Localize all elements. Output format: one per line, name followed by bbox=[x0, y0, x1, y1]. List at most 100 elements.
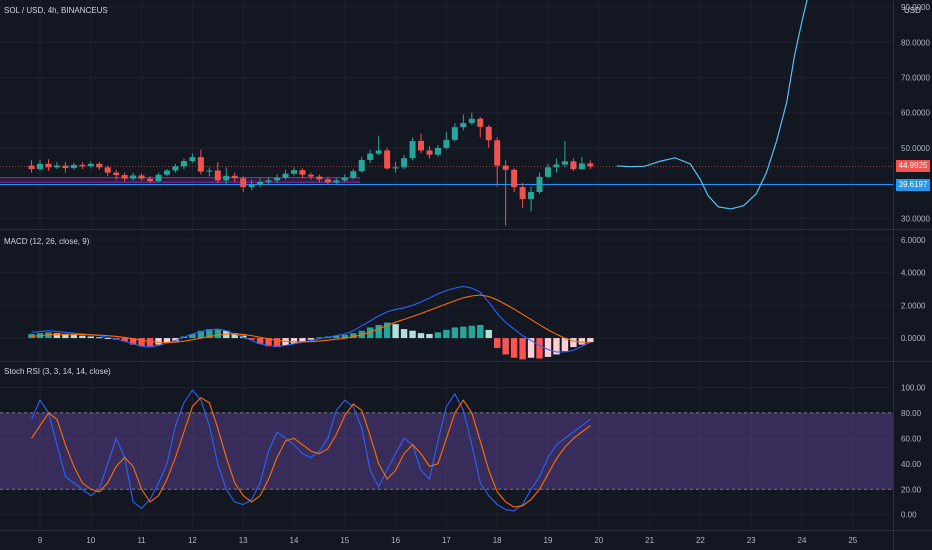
candle-body bbox=[291, 170, 297, 174]
macd-histogram-bar bbox=[350, 333, 357, 339]
macd-legend: MACD (12, 26, close, 9) bbox=[4, 237, 90, 246]
candle-body bbox=[53, 165, 60, 168]
macd-histogram-bar bbox=[273, 338, 281, 348]
projection-path bbox=[616, 0, 808, 210]
candle-body bbox=[545, 167, 551, 177]
stoch-tick-label: 80.00 bbox=[901, 409, 922, 418]
x-tick-label: 13 bbox=[239, 536, 248, 545]
candle-body bbox=[147, 178, 154, 182]
macd-histogram-bar bbox=[375, 324, 382, 339]
candle-body bbox=[587, 163, 594, 167]
candle-body bbox=[28, 165, 35, 170]
candle-body bbox=[316, 176, 323, 180]
macd-histogram-bar bbox=[451, 327, 459, 339]
candle-body bbox=[324, 179, 331, 183]
candle-body bbox=[494, 140, 501, 166]
price-pane[interactable] bbox=[0, 0, 893, 226]
candle-body bbox=[45, 163, 52, 168]
macd-histogram-bar bbox=[96, 337, 103, 339]
macd-tick-label: 2.0000 bbox=[901, 301, 926, 310]
last-price-badge: 44.9925 bbox=[896, 160, 930, 173]
macd-histogram-bar bbox=[172, 338, 179, 342]
macd-histogram-bar bbox=[197, 330, 205, 339]
candle-body bbox=[443, 139, 450, 148]
macd-histogram-bar bbox=[434, 332, 442, 339]
macd-histogram-bar bbox=[248, 338, 255, 340]
macd-tick-label: 0.0000 bbox=[901, 334, 926, 343]
candle-body bbox=[197, 157, 204, 172]
stoch-band bbox=[0, 412, 893, 490]
candle-body bbox=[189, 157, 196, 162]
candle-body bbox=[274, 177, 281, 181]
macd-tick-label: 6.0000 bbox=[901, 236, 926, 245]
macd-histogram-bar bbox=[409, 330, 416, 339]
candle-body bbox=[511, 169, 518, 188]
macd-histogram-bar bbox=[62, 333, 69, 339]
macd-histogram-bar bbox=[587, 338, 594, 343]
stoch-rsi-pane[interactable] bbox=[0, 389, 893, 512]
macd-histogram-bar bbox=[163, 338, 171, 343]
macd-histogram-bar bbox=[502, 338, 509, 355]
macd-tick-label: 4.0000 bbox=[901, 269, 926, 278]
candle-body bbox=[257, 181, 264, 185]
candle-body bbox=[401, 158, 408, 168]
candle-body bbox=[468, 118, 475, 123]
macd-histogram-bar bbox=[570, 338, 577, 348]
candle-body bbox=[528, 192, 535, 200]
candle-body bbox=[79, 164, 86, 167]
price-tick-label: 30.0000 bbox=[901, 214, 930, 223]
stoch-rsi-legend: Stoch RSI (3, 3, 14, 14, close) bbox=[4, 367, 111, 376]
macd-pane[interactable] bbox=[28, 285, 594, 360]
x-tick-label: 9 bbox=[38, 536, 43, 545]
macd-histogram-bar bbox=[468, 325, 475, 339]
x-tick-label: 25 bbox=[848, 536, 857, 545]
candle-body bbox=[206, 170, 213, 172]
macd-histogram-bar bbox=[383, 322, 391, 339]
candle-body bbox=[155, 174, 162, 182]
x-tick-label: 23 bbox=[747, 536, 756, 545]
candle-body bbox=[350, 171, 357, 178]
candle-body bbox=[333, 180, 340, 183]
candle-body bbox=[358, 159, 365, 172]
macd-histogram-bar bbox=[527, 338, 535, 358]
candle-body bbox=[553, 164, 560, 168]
candle-body bbox=[231, 175, 238, 179]
macd-histogram-bar bbox=[87, 336, 94, 339]
macd-histogram-bar bbox=[477, 324, 484, 339]
x-tick-label: 20 bbox=[594, 536, 603, 545]
macd-histogram-bar bbox=[400, 329, 408, 339]
line-price-badge: 39.6197 bbox=[896, 178, 930, 191]
candle-body bbox=[409, 140, 416, 159]
macd-histogram-bar bbox=[79, 335, 86, 339]
macd-histogram-bar bbox=[333, 335, 340, 339]
x-tick-label: 18 bbox=[493, 536, 502, 545]
candle-body bbox=[214, 170, 221, 181]
macd-histogram-bar bbox=[290, 338, 298, 344]
candle-body bbox=[536, 176, 543, 193]
x-tick-label: 11 bbox=[137, 536, 146, 545]
x-tick-label: 19 bbox=[544, 536, 553, 545]
candle-body bbox=[180, 161, 187, 167]
stoch-tick-label: 60.00 bbox=[901, 434, 922, 443]
candle-body bbox=[485, 126, 492, 141]
x-tick-label: 10 bbox=[86, 536, 95, 545]
macd-histogram-bar bbox=[519, 338, 526, 360]
candle-body bbox=[418, 140, 424, 151]
macd-histogram-bar bbox=[265, 338, 272, 347]
macd-histogram-bar bbox=[138, 338, 145, 347]
macd-histogram-bar bbox=[189, 333, 196, 339]
candle-body bbox=[130, 175, 137, 179]
candle-body bbox=[578, 163, 585, 170]
macd-histogram-bar bbox=[104, 338, 111, 340]
candle-body bbox=[570, 161, 577, 170]
symbol-title: SOL / USD, 4h, BINANCEUS bbox=[4, 6, 108, 15]
candle-body bbox=[502, 165, 509, 170]
stoch-tick-label: 0.00 bbox=[901, 511, 917, 520]
macd-histogram-bar bbox=[70, 334, 78, 339]
macd-histogram-bar bbox=[553, 338, 560, 355]
stoch-d-line bbox=[31, 396, 591, 508]
candle-body bbox=[96, 163, 103, 168]
macd-histogram-bar bbox=[231, 333, 238, 339]
